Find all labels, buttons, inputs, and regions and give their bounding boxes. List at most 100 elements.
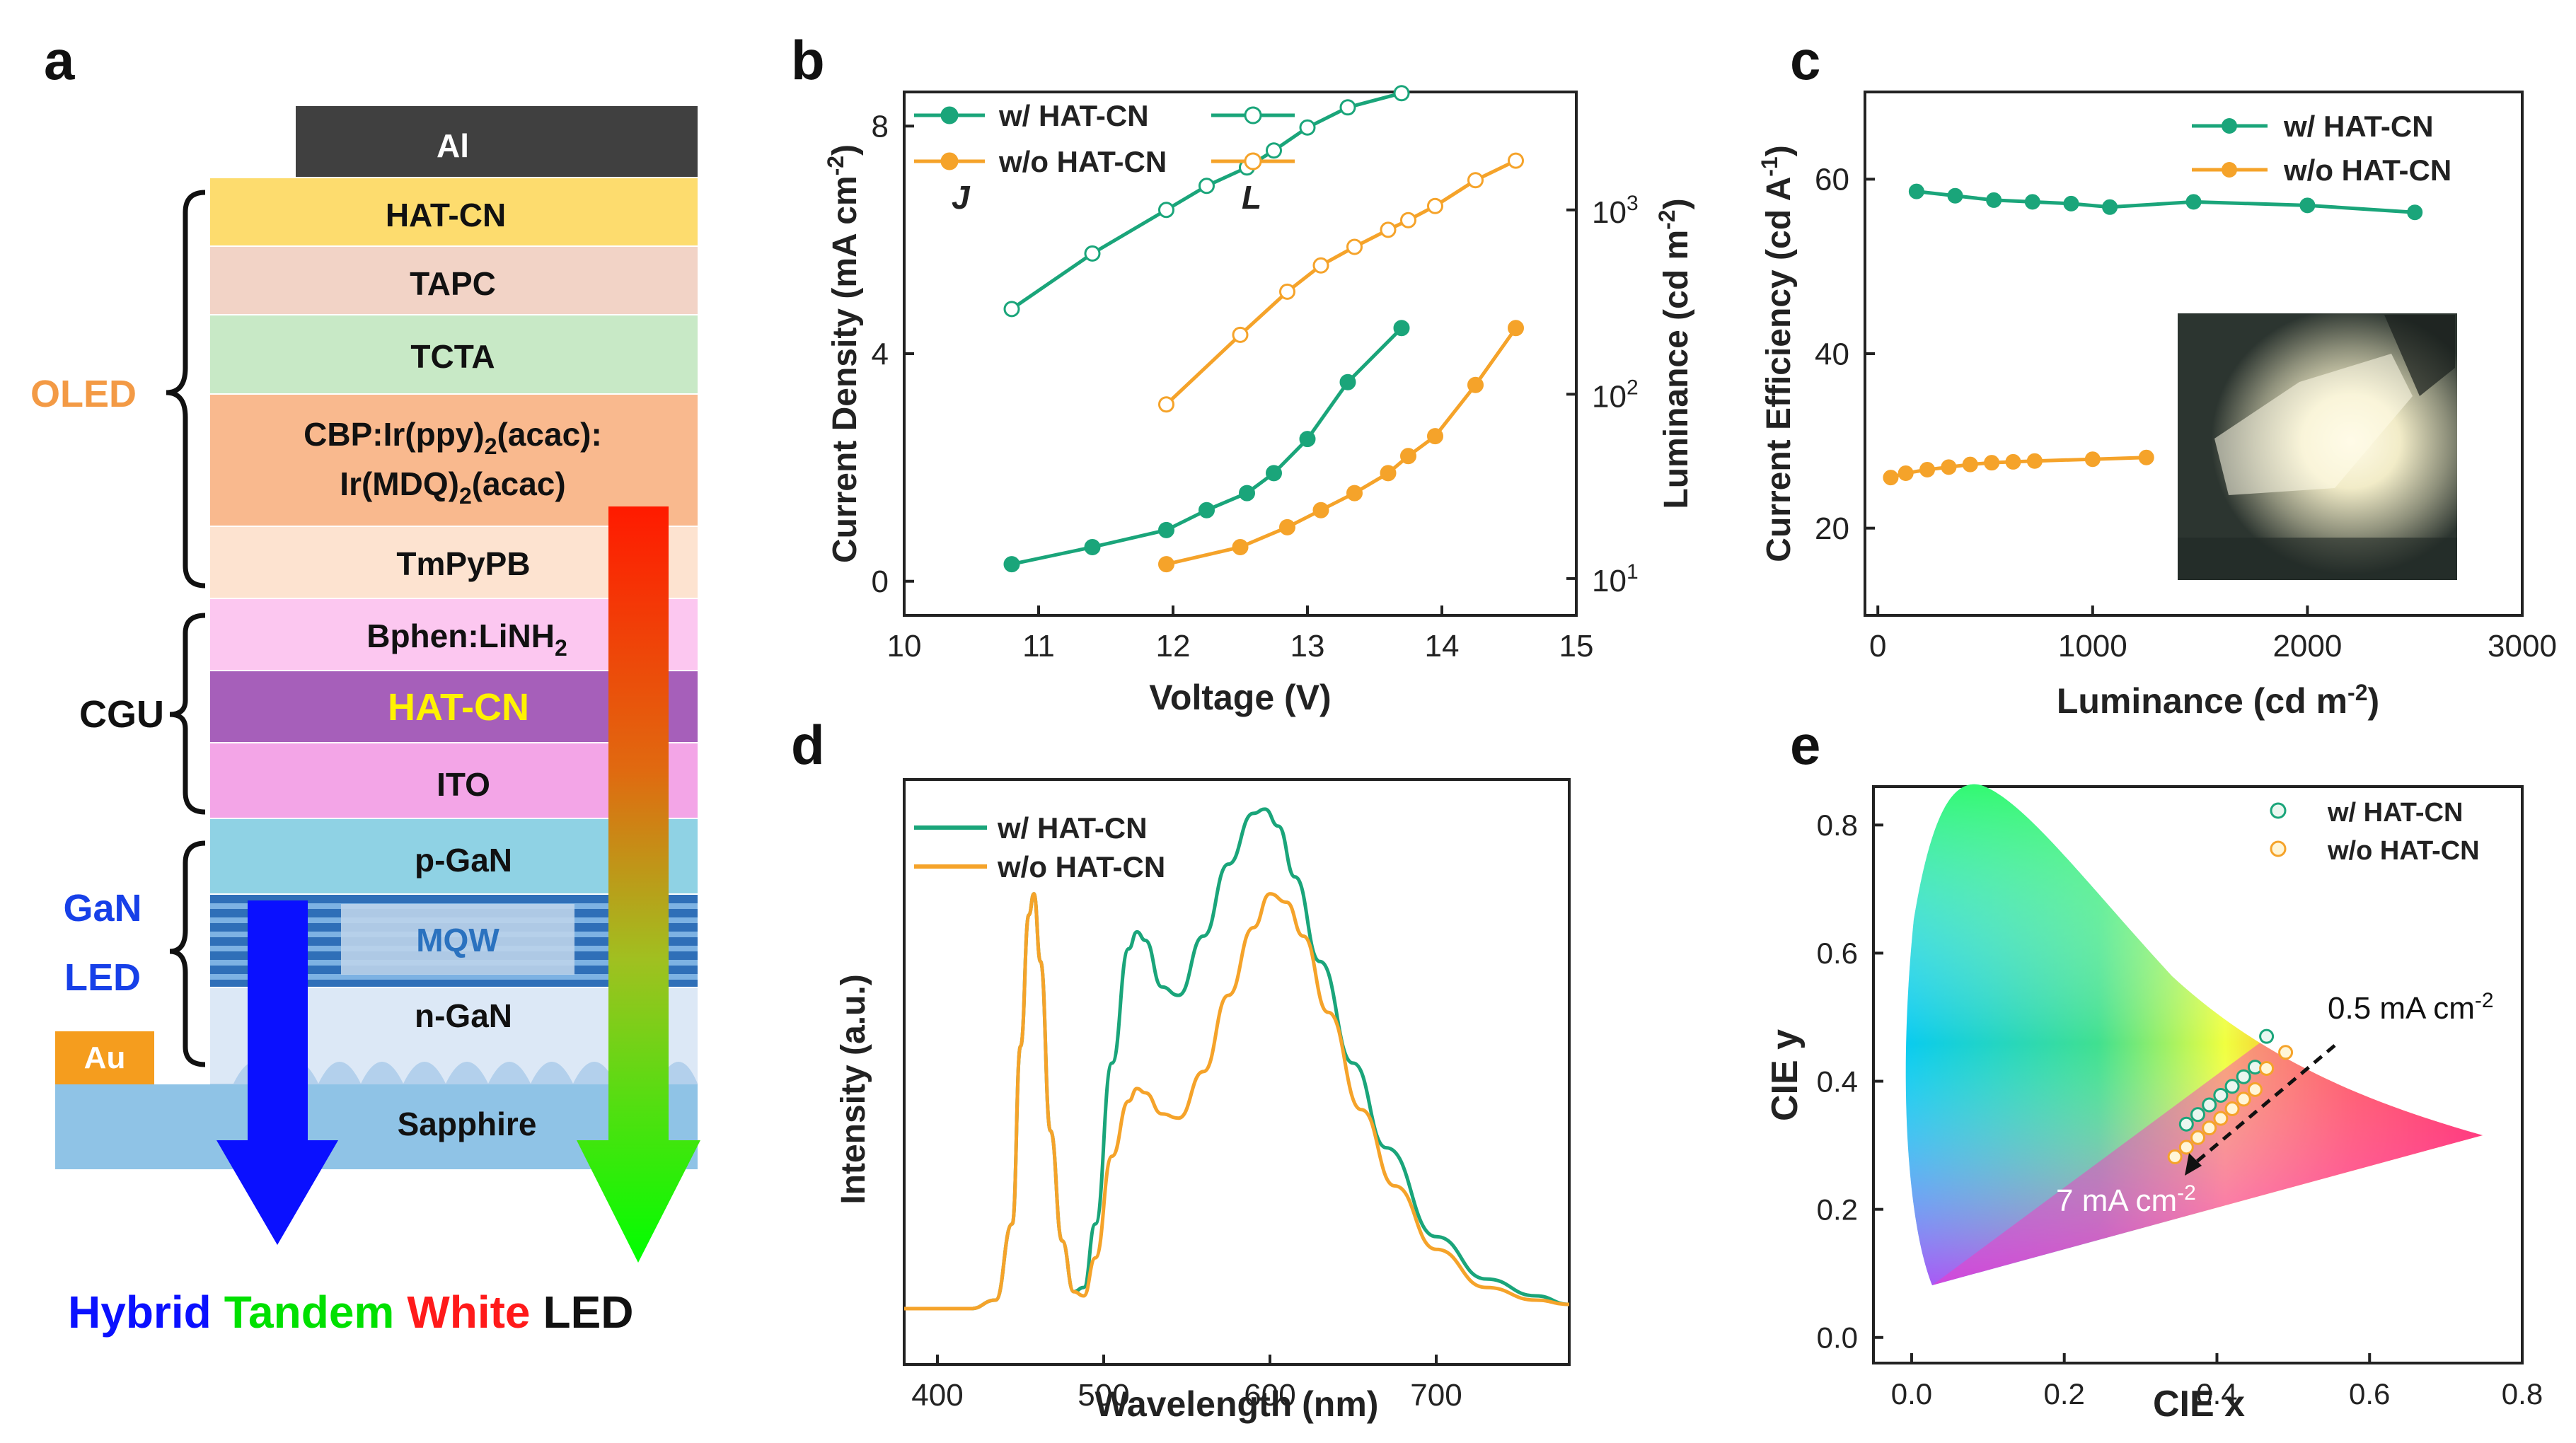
panel-c-data-point — [2138, 449, 2154, 465]
panel-c-x-ticks: 0 1000 2000 3000 — [1869, 605, 2557, 663]
au-label: Au — [84, 1041, 126, 1075]
panel-e-data-point — [2178, 1116, 2194, 1132]
tapc-layer — [210, 247, 698, 314]
panel-e-data-point — [2213, 1087, 2229, 1103]
eml-label-line2: Ir(MDQ)2(acac) — [340, 465, 565, 509]
panel-e-y-tick-label: 0.4 — [1817, 1065, 1858, 1098]
panel-b-data-point — [1393, 85, 1410, 102]
panel-e-legend-with: w/ HAT-CN — [2327, 798, 2463, 828]
tcta-layer — [210, 315, 698, 393]
panel-b-data-point — [1346, 485, 1363, 502]
panel-b-legend: w/ HAT-CN w/o HAT-CN — [914, 99, 1295, 178]
trend-arrow — [2190, 1044, 2336, 1167]
panel-d-x-ticks: 400 500 600 700 — [911, 1355, 1462, 1413]
panel-d-xlabel: Wavelength (nm) — [1095, 1384, 1379, 1424]
white-emission-arrow — [577, 506, 700, 1263]
panel-c-series-line-1 — [1890, 456, 2147, 480]
panel-a: a Al HAT-CN TAPC TCTA CBP:Ir(ppy)2(acac)… — [30, 29, 700, 1338]
panel-e-data-point — [2190, 1107, 2205, 1123]
tcta-label: TCTA — [410, 338, 495, 375]
panel-e-data-point — [2202, 1120, 2217, 1136]
panel-c-y-tick-label: 40 — [1815, 337, 1849, 371]
sapphire-label: Sapphire — [398, 1106, 537, 1142]
panel-c-data-point — [1898, 465, 1914, 481]
mqw-label: MQW — [416, 922, 499, 958]
panel-e-data-point — [2224, 1101, 2240, 1116]
panel-b-data-point — [1467, 376, 1484, 393]
panel-d: d 400 500 600 700 Wavelength (nm) Intensity… — [791, 714, 1571, 1424]
panel-d-spectrum-0 — [903, 807, 1570, 1311]
panel-b-y2-tick-label: 101 — [1592, 560, 1639, 598]
panel-b-y-tick-label: 8 — [872, 110, 889, 144]
tapc-label: TAPC — [410, 265, 496, 302]
panel-e-data-point — [2247, 1082, 2263, 1097]
panel-e-label: e — [1790, 714, 1820, 776]
panel-b-x-tick-label: 14 — [1425, 629, 1460, 663]
panel-e-data-point — [2178, 1140, 2194, 1155]
panel-b-data-point — [1400, 448, 1416, 465]
panel-e-y-ticks: 0.0 0.2 0.4 0.6 0.8 — [1817, 809, 1883, 1354]
panel-c-legend-without: w/o HAT-CN — [2283, 153, 2451, 187]
panel-b-y-tick-label: 4 — [872, 337, 889, 371]
panel-b: b 10 11 12 13 14 15 0 4 8 101 102 103 Voltage (V)… — [791, 29, 1695, 717]
panel-b-data-point — [1312, 257, 1329, 274]
panel-e-y-tick-label: 0.2 — [1817, 1193, 1858, 1226]
panel-c-y-ticks: 20 40 60 — [1815, 163, 1875, 546]
panel-b-data-point — [1084, 245, 1101, 262]
panel-b-y-tick-label: 0 — [872, 564, 889, 599]
panel-b-data-point — [1346, 238, 1363, 255]
bphen-label: Bphen:LiNH2 — [366, 618, 567, 661]
panel-d-legend-without: w/o HAT-CN — [997, 850, 1165, 883]
panel-e-data-point — [2213, 1111, 2229, 1126]
panel-b-data-point — [1380, 465, 1397, 482]
panel-c-data-point — [2084, 451, 2101, 468]
eml-label-line1: CBP:Ir(ppy)2(acac): — [304, 416, 602, 459]
panel-c-y-tick-label: 20 — [1815, 511, 1849, 546]
panel-b-series-line-3 — [1165, 158, 1517, 406]
panel-c-x-tick-label: 3000 — [2488, 629, 2557, 663]
panel-b-data-point — [1232, 326, 1249, 343]
oled-bracket — [166, 190, 206, 589]
hatcn-top-label: HAT-CN — [386, 197, 506, 233]
legend-marker-c-without — [2222, 162, 2237, 178]
panel-b-data-point — [1158, 521, 1174, 538]
panel-e-ylabel: CIE y — [1764, 1029, 1806, 1121]
panel-c-data-point — [1908, 183, 1924, 199]
panel-b-data-point — [1199, 178, 1215, 195]
panel-b-data-point — [1266, 142, 1282, 159]
panel-b-data-point — [1158, 396, 1174, 413]
panel-c-data-point — [2299, 197, 2316, 214]
panel-c-data-point — [1883, 470, 1899, 486]
panel-d-series — [903, 807, 1570, 1311]
oled-group-label: OLED — [30, 373, 137, 415]
panel-c-xlabel: Luminance (cd m-2) — [2057, 680, 2379, 721]
panel-b-data-point — [1199, 502, 1215, 518]
panel-e-y-tick-label: 0.0 — [1817, 1321, 1858, 1354]
annotation-low-current: 0.5 mA cm-2 — [2328, 989, 2494, 1026]
panel-b-data-point — [1508, 152, 1524, 169]
panel-c-legend-with: w/ HAT-CN — [2283, 110, 2434, 143]
panel-b-data-point — [1003, 301, 1020, 318]
panel-b-legend-without: w/o HAT-CN — [998, 145, 1167, 178]
panel-b-y-ticks: 0 4 8 — [872, 110, 914, 599]
panel-c-label: c — [1790, 29, 1820, 91]
cgu-group-label: CGU — [79, 693, 164, 736]
panel-b-x-tick-label: 12 — [1156, 629, 1191, 663]
legend-marker-e-without — [2270, 840, 2287, 857]
panel-d-ylabel: Intensity (a.u.) — [835, 974, 872, 1204]
panel-e-y-tick-label: 0.8 — [1817, 809, 1858, 842]
panel-c-data-point — [2063, 195, 2079, 211]
panel-b-data-point — [1427, 197, 1443, 214]
panel-e: e 0.0 0.2 0.4 0.6 0.8 0.0 0.2 0.4 0.6 0.8 0.5 mA… — [1764, 714, 2543, 1425]
panel-c-series — [1883, 183, 2423, 486]
panel-b-data-point — [1339, 373, 1356, 390]
panel-e-data-point — [2167, 1149, 2183, 1164]
panel-e-data-point — [2224, 1079, 2240, 1094]
panel-b-legend-with: w/ HAT-CN — [998, 99, 1149, 132]
panel-e-xlabel: CIE x — [2153, 1384, 2245, 1425]
gan-group-label-1: GaN — [63, 887, 141, 929]
panel-e-data-point — [2202, 1097, 2217, 1113]
trend-arrow-head — [2185, 1153, 2202, 1176]
panel-b-data-point — [1427, 428, 1443, 445]
panel-e-x-tick-label: 0.2 — [2044, 1377, 2085, 1410]
